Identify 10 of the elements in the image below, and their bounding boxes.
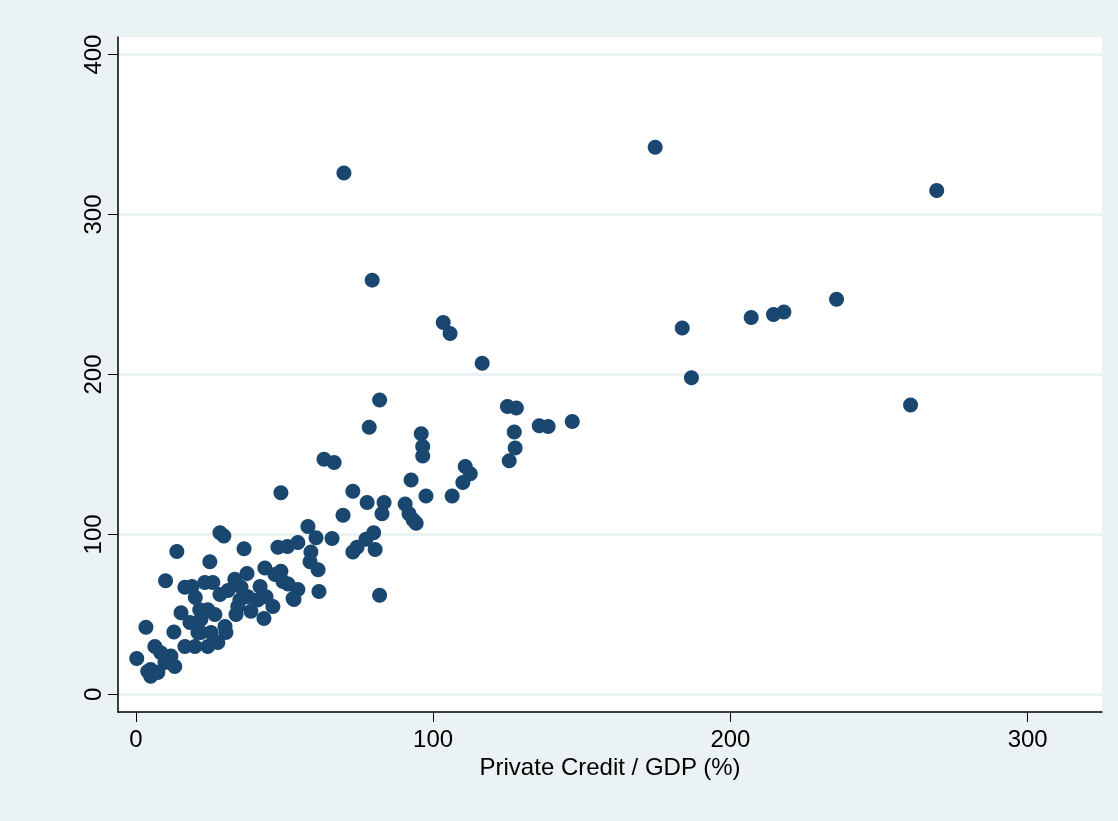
x-tick-label: 100 [413, 724, 454, 752]
y-tick-label: 400 [78, 34, 106, 75]
y-tick-label: 200 [78, 354, 106, 395]
x-tick-label: 300 [1007, 724, 1048, 752]
y-tick-label: 0 [78, 687, 106, 702]
y-tick-label: 300 [78, 194, 106, 235]
x-axis-title: Private Credit / GDP (%) [479, 753, 741, 781]
y-tick-label: 100 [78, 514, 106, 555]
x-tick-label: 0 [129, 724, 143, 752]
x-tick-label: 200 [710, 724, 751, 752]
